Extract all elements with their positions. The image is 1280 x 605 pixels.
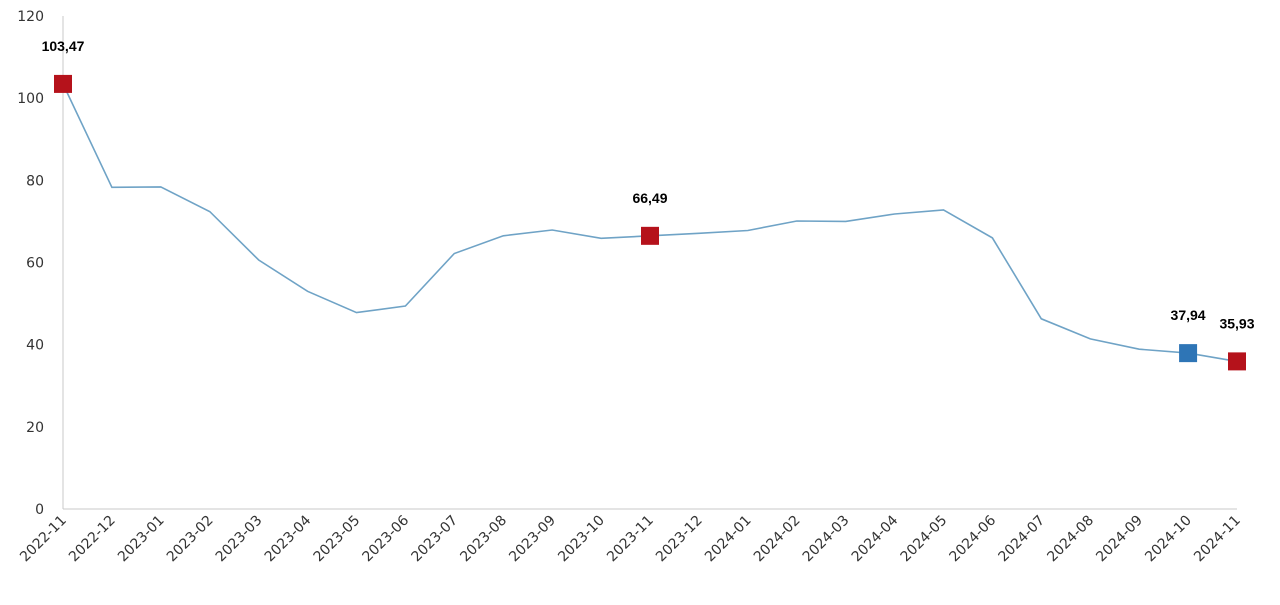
x-tick-label: 2023-11: [604, 513, 657, 566]
data-label: 103,47: [42, 38, 85, 54]
y-tick-label: 60: [26, 256, 44, 272]
x-tick-label: 2023-03: [213, 513, 266, 566]
x-tick-label: 2023-04: [262, 512, 315, 565]
data-label: 66,49: [632, 190, 667, 206]
x-axis-tick-labels: 2022-112022-122023-012023-022023-032023-…: [17, 512, 1244, 565]
y-tick-label: 80: [26, 173, 44, 189]
x-tick-label: 2023-08: [457, 513, 510, 566]
x-tick-label: 2024-06: [947, 512, 1000, 565]
x-tick-label: 2024-02: [751, 513, 804, 566]
x-tick-label: 2024-09: [1093, 513, 1146, 566]
y-tick-label: 120: [17, 9, 44, 25]
x-tick-label: 2023-12: [653, 513, 706, 566]
x-tick-label: 2024-01: [702, 513, 755, 566]
x-tick-label: 2023-06: [360, 512, 413, 565]
y-axis-tick-labels: 0 20 40 60 80 100 120: [17, 9, 44, 518]
x-tick-label: 2022-11: [17, 513, 70, 566]
x-tick-label: 2024-08: [1044, 513, 1097, 566]
x-tick-label: 2024-07: [995, 513, 1048, 566]
x-tick-label: 2023-10: [555, 513, 608, 566]
x-tick-label: 2023-09: [506, 513, 559, 566]
y-tick-label: 20: [26, 420, 44, 436]
x-tick-label: 2024-03: [800, 513, 853, 566]
y-tick-label: 40: [26, 338, 44, 354]
x-tick-label: 2023-05: [311, 513, 364, 566]
x-tick-label: 2024-05: [898, 513, 951, 566]
highlight-marker: [641, 226, 659, 245]
series-line: [62, 83, 1238, 363]
y-tick-label: 100: [17, 91, 44, 107]
x-tick-label: 2022-12: [66, 513, 119, 566]
highlight-markers: [54, 74, 1246, 371]
data-label: 35,93: [1219, 315, 1254, 331]
x-tick-label: 2024-11: [1191, 513, 1244, 566]
y-tick-label: 0: [35, 502, 44, 518]
highlight-marker: [54, 74, 72, 93]
x-tick-label: 2024-04: [849, 512, 902, 565]
x-tick-label: 2024-10: [1142, 513, 1195, 566]
x-tick-label: 2023-01: [115, 513, 168, 566]
data-labels: 103,47 66,49 37,94 35,93: [42, 38, 1255, 331]
highlight-marker: [1228, 352, 1246, 371]
highlight-marker: [1179, 344, 1198, 363]
x-tick-label: 2023-07: [408, 513, 461, 566]
data-label: 37,94: [1171, 307, 1206, 323]
x-tick-label: 2023-02: [164, 513, 217, 566]
